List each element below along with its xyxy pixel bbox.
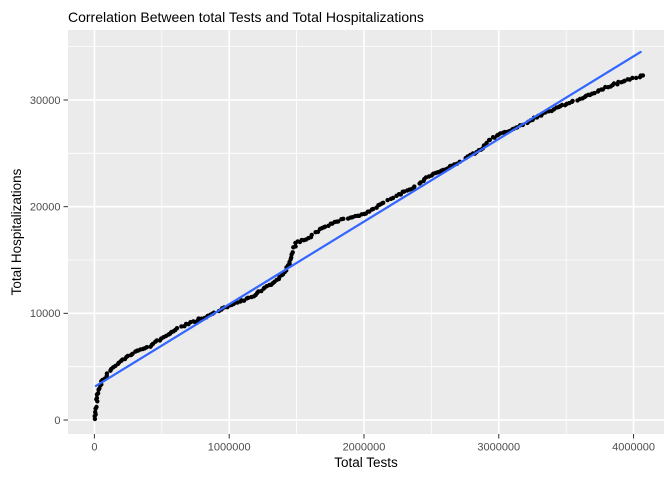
- x-tick-label: 2000000: [343, 442, 386, 454]
- regression-line: [94, 50, 642, 388]
- scatter-point: [487, 137, 492, 143]
- scatter-point: [336, 219, 341, 224]
- x-tick-label: 0: [91, 442, 97, 454]
- scatter-point: [104, 371, 110, 376]
- scatter-point: [390, 195, 396, 201]
- scatter-point: [592, 90, 597, 96]
- y-tick-label: 0: [54, 415, 60, 427]
- scatter-point: [570, 98, 575, 104]
- scatter-point: [484, 140, 489, 146]
- scatter-point: [322, 224, 328, 229]
- y-axis-title: Total Hospitalizations: [9, 168, 24, 295]
- y-tick-labels: 0 10000 20000 30000: [30, 95, 61, 427]
- plot-panel: [68, 30, 664, 434]
- x-tick-label: 4000000: [612, 442, 655, 454]
- scatter-point: [94, 395, 100, 401]
- scatter-point: [95, 391, 101, 396]
- x-axis-title: Total Tests: [334, 455, 398, 470]
- scatter-point: [174, 326, 180, 331]
- scatter-point: [341, 216, 346, 221]
- plot-title: Correlation Between total Tests and Tota…: [68, 9, 424, 25]
- scatter-point: [630, 75, 635, 81]
- gridlines-major: [68, 30, 664, 434]
- scatter-point: [94, 404, 99, 410]
- scatter-point: [309, 232, 314, 238]
- y-tick-label: 30000: [30, 95, 61, 107]
- x-tick-labels: 0 1000000 2000000 3000000 4000000: [91, 442, 655, 454]
- x-tick-label: 3000000: [477, 442, 520, 454]
- x-tick-label: 1000000: [208, 442, 251, 454]
- y-tick-label: 10000: [30, 308, 61, 320]
- scatter-point: [611, 81, 617, 86]
- scatter-point: [290, 250, 295, 255]
- scatter-point: [633, 75, 639, 81]
- scatter-point: [93, 409, 98, 415]
- scatter-point: [385, 197, 390, 203]
- y-tick-label: 20000: [30, 201, 61, 213]
- scatter-point: [381, 200, 386, 205]
- scatter-point: [412, 184, 417, 189]
- scatter-point: [293, 244, 298, 249]
- scatter-point: [144, 345, 149, 350]
- trendline-layer: [94, 50, 642, 388]
- axis-ticks-layer: [63, 99, 635, 439]
- scatter-point: [640, 73, 646, 78]
- scatter-point: [371, 206, 376, 212]
